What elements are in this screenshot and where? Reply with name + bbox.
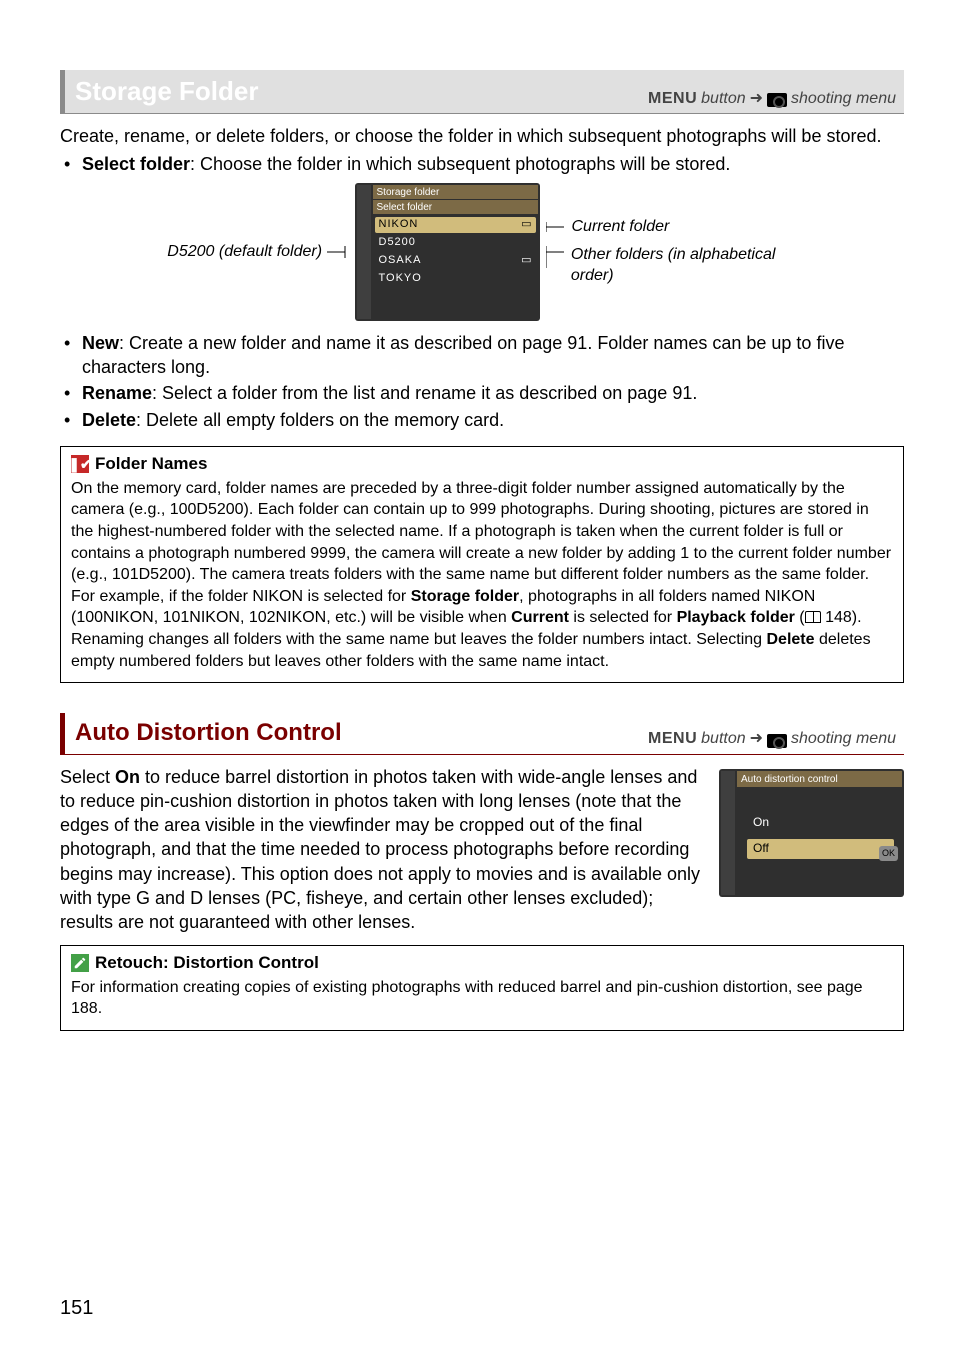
section-title: Storage Folder bbox=[75, 74, 258, 109]
intro-paragraph: Create, rename, or delete folders, or ch… bbox=[60, 124, 904, 148]
row-label: NIKON bbox=[379, 217, 419, 232]
leader-line-right-icon bbox=[546, 220, 568, 234]
bold-text: Current bbox=[511, 609, 569, 626]
default-folder-label: D5200 (default folder) bbox=[167, 243, 322, 260]
note-box-folder-names: ❚✔ Folder Names On the memory card, fold… bbox=[60, 446, 904, 683]
other-folders-label: Other folders (in alphabetical order) bbox=[571, 244, 816, 287]
row-label: D5200 bbox=[379, 235, 416, 250]
row-label: TOKYO bbox=[379, 271, 422, 286]
menu-target: shooting menu bbox=[791, 728, 896, 750]
bullet-label: Rename bbox=[82, 383, 152, 403]
bold-text: On bbox=[115, 767, 140, 787]
bullet-text: : Delete all empty folders on the memory… bbox=[136, 410, 504, 430]
bullet-label: Select folder bbox=[82, 154, 190, 174]
list-item: New: Create a new folder and name it as … bbox=[60, 331, 904, 380]
row-label: OSAKA bbox=[379, 253, 422, 268]
caution-icon: ❚✔ bbox=[71, 455, 89, 473]
bullet-label: Delete bbox=[82, 410, 136, 430]
note-title: Retouch: Distortion Control bbox=[71, 952, 893, 975]
page-number: 151 bbox=[60, 1295, 93, 1322]
list-item: Select folder: Choose the folder in whic… bbox=[60, 152, 904, 176]
section-title: Auto Distortion Control bbox=[75, 717, 342, 749]
folder-icon: ▭ bbox=[521, 253, 531, 268]
note-box-retouch: Retouch: Distortion Control For informat… bbox=[60, 945, 904, 1031]
menu-target: shooting menu bbox=[791, 88, 896, 110]
note-icon bbox=[71, 954, 89, 972]
list-item: Rename: Select a folder from the list an… bbox=[60, 381, 904, 405]
menu-button-text: button bbox=[701, 728, 745, 750]
note-body: On the memory card, folder names are pre… bbox=[71, 480, 891, 670]
screen-row: NIKON ▭ bbox=[375, 217, 536, 233]
screen-row: D5200 bbox=[379, 235, 532, 251]
bullet-label: New bbox=[82, 333, 119, 353]
note-title: ❚✔ Folder Names bbox=[71, 453, 893, 476]
body-text: Select bbox=[60, 767, 115, 787]
ok-badge: OK bbox=[879, 846, 898, 860]
menu-button-text: button bbox=[701, 88, 745, 110]
menu-label: MENU bbox=[648, 88, 697, 110]
body-text: to reduce barrel distortion in photos ta… bbox=[60, 767, 700, 933]
leader-line-right-icon bbox=[546, 244, 567, 272]
folder-current-icon: ▭ bbox=[521, 217, 531, 232]
bold-text: Delete bbox=[767, 631, 815, 648]
menu-label: MENU bbox=[648, 728, 697, 750]
bullet-list: New: Create a new folder and name it as … bbox=[60, 331, 904, 432]
screen-option-on: On bbox=[747, 813, 894, 833]
screen-side-tabs bbox=[721, 771, 735, 895]
screen-row: OSAKA ▭ bbox=[379, 253, 532, 269]
figure-right-labels: Current folder Other folders (in alphabe… bbox=[546, 216, 816, 287]
screen-subtitle-bar: Select folder bbox=[373, 200, 538, 214]
section-header-storage: Storage Folder MENU button ➜ shooting me… bbox=[60, 70, 904, 114]
figure-left-label: D5200 (default folder) bbox=[149, 241, 349, 263]
note-text: is selected for bbox=[569, 609, 677, 626]
bullet-text: : Select a folder from the list and rena… bbox=[152, 383, 697, 403]
bullet-text: : Create a new folder and name it as des… bbox=[82, 333, 844, 377]
screen-title-bar: Storage folder bbox=[373, 185, 538, 199]
page-ref-icon bbox=[805, 611, 821, 623]
bullet-text: : Choose the folder in which subsequent … bbox=[190, 154, 730, 174]
screen-title-bar: Auto distortion control bbox=[737, 771, 902, 787]
note-body: For information creating copies of exist… bbox=[71, 979, 863, 1018]
note-text: On the memory card, folder names are pre… bbox=[71, 480, 891, 605]
current-folder-label: Current folder bbox=[572, 216, 670, 238]
arrow-icon: ➜ bbox=[750, 728, 763, 750]
leader-line-left-icon bbox=[327, 242, 349, 262]
section-header-auto-distortion: Auto Distortion Control MENU button ➜ sh… bbox=[60, 713, 904, 754]
bullet-list: Select folder: Choose the folder in whic… bbox=[60, 152, 904, 176]
body-text-column: Select On to reduce barrel distortion in… bbox=[60, 765, 705, 935]
arrow-icon: ➜ bbox=[750, 88, 763, 110]
bold-text: Storage folder bbox=[411, 588, 519, 605]
screen-side-tabs bbox=[357, 185, 371, 319]
camera-icon bbox=[767, 734, 787, 748]
note-heading: Folder Names bbox=[95, 453, 207, 476]
figure-row: D5200 (default folder) Storage folder Se… bbox=[60, 183, 904, 321]
menu-path: MENU button ➜ shooting menu bbox=[648, 88, 896, 110]
camera-icon bbox=[767, 93, 787, 107]
two-column-layout: Select On to reduce barrel distortion in… bbox=[60, 765, 904, 935]
menu-path: MENU button ➜ shooting menu bbox=[648, 728, 896, 750]
bold-text: Playback folder bbox=[677, 609, 795, 626]
screen-row: TOKYO bbox=[379, 271, 532, 287]
camera-screen-storage: Storage folder Select folder NIKON ▭ D520… bbox=[355, 183, 540, 321]
screen-option-off: Off bbox=[747, 839, 894, 859]
note-heading: Retouch: Distortion Control bbox=[95, 952, 319, 975]
camera-screen-distortion: Auto distortion control On Off OK bbox=[719, 769, 904, 897]
list-item: Delete: Delete all empty folders on the … bbox=[60, 408, 904, 432]
